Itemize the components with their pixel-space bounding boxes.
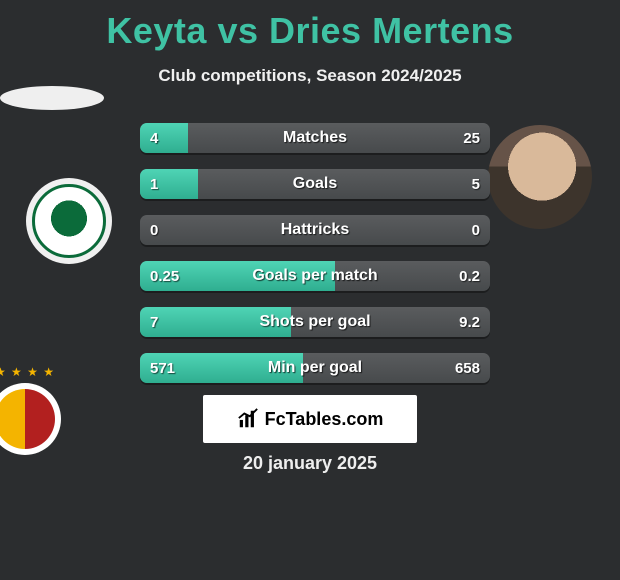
club-badge-right: ★ ★ ★ ★ — [0, 369, 68, 455]
title-vs: vs — [217, 10, 258, 51]
title-player-2: Dries Mertens — [269, 10, 514, 51]
stat-value-right: 0 — [462, 215, 490, 245]
stat-row: 571Min per goal658 — [140, 353, 490, 383]
stat-label: Shots per goal — [140, 307, 490, 337]
stat-label: Goals per match — [140, 261, 490, 291]
stat-value-right: 0.2 — [449, 261, 490, 291]
club-badge-left — [26, 178, 112, 264]
chart-icon — [237, 408, 259, 430]
stat-label: Min per goal — [140, 353, 490, 383]
stat-row: 0Hattricks0 — [140, 215, 490, 245]
brand-badge: FcTables.com — [203, 395, 417, 443]
stat-label: Hattricks — [140, 215, 490, 245]
konyaspor-crest-icon — [32, 184, 106, 258]
stat-row: 7Shots per goal9.2 — [140, 307, 490, 337]
stat-value-right: 658 — [445, 353, 490, 383]
title-player-1: Keyta — [106, 10, 207, 51]
stat-value-right: 5 — [462, 169, 490, 199]
stat-row: 1Goals5 — [140, 169, 490, 199]
player-right-avatar — [488, 125, 592, 229]
date-line: 20 january 2025 — [0, 453, 620, 474]
brand-label: FcTables.com — [265, 409, 384, 430]
stat-row: 0.25Goals per match0.2 — [140, 261, 490, 291]
stat-value-right: 25 — [453, 123, 490, 153]
stat-label: Goals — [140, 169, 490, 199]
stat-label: Matches — [140, 123, 490, 153]
galatasaray-stars-icon: ★ ★ ★ ★ — [0, 365, 68, 379]
galatasaray-crest-icon — [0, 383, 61, 455]
page-title: Keyta vs Dries Mertens — [0, 0, 620, 52]
stat-value-right: 9.2 — [449, 307, 490, 337]
subtitle: Club competitions, Season 2024/2025 — [0, 66, 620, 86]
player-photo-icon — [488, 125, 592, 229]
stat-row: 4Matches25 — [140, 123, 490, 153]
player-left-avatar — [0, 86, 104, 110]
stats-panel: 4Matches251Goals50Hattricks00.25Goals pe… — [140, 123, 490, 399]
